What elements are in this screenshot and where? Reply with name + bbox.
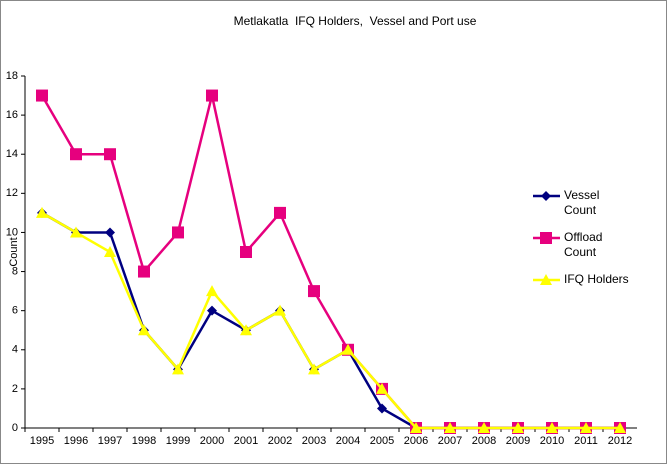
data-point xyxy=(377,403,387,414)
data-point xyxy=(240,324,252,336)
data-point xyxy=(376,382,388,394)
data-point xyxy=(580,422,592,433)
x-tick-label: 2009 xyxy=(506,435,530,447)
y-tick-label: 0 xyxy=(12,422,18,434)
x-tick-label: 2003 xyxy=(302,435,326,447)
data-point xyxy=(206,285,218,297)
x-tick-label: 2008 xyxy=(472,435,496,447)
legend-label: Offload Count xyxy=(564,230,603,259)
data-point xyxy=(36,206,48,218)
data-point xyxy=(138,265,150,278)
data-point xyxy=(172,363,184,375)
x-tick-label: 2002 xyxy=(268,435,292,447)
y-tick-label: 12 xyxy=(6,187,18,199)
x-tick-label: 2010 xyxy=(540,435,564,447)
y-tick-label: 10 xyxy=(6,226,18,238)
data-point xyxy=(172,226,184,239)
data-point xyxy=(207,305,217,316)
y-axis-label: Count xyxy=(8,237,20,266)
x-tick-label: 1998 xyxy=(132,435,156,447)
x-tick-label: 2007 xyxy=(438,435,462,447)
data-point xyxy=(138,324,150,336)
x-tick-label: 2011 xyxy=(574,435,598,447)
y-tick-label: 8 xyxy=(12,265,18,277)
x-tick-label: 2004 xyxy=(336,435,360,447)
x-tick-label: 1997 xyxy=(98,435,122,447)
x-tick-label: 1999 xyxy=(166,435,190,447)
legend-label: Vessel Count xyxy=(564,188,600,217)
data-point xyxy=(308,363,320,375)
x-tick-label: 2000 xyxy=(200,435,224,447)
x-tick-label: 2012 xyxy=(608,435,632,447)
x-tick-label: 1995 xyxy=(30,435,54,447)
legend-marker xyxy=(540,232,552,244)
y-tick-label: 16 xyxy=(6,109,18,121)
data-point xyxy=(105,227,115,238)
data-point xyxy=(104,148,116,161)
x-tick-label: 2005 xyxy=(370,435,394,447)
data-point xyxy=(70,226,82,238)
data-point xyxy=(444,422,456,433)
data-point xyxy=(240,246,252,258)
y-tick-label: 6 xyxy=(12,305,18,317)
x-tick-label: 2006 xyxy=(404,435,428,447)
data-point xyxy=(512,422,524,433)
data-point xyxy=(308,285,320,298)
x-tick-label: 1996 xyxy=(64,435,88,447)
y-tick-label: 4 xyxy=(12,344,18,356)
x-tick-label: 2001 xyxy=(234,435,258,447)
data-point xyxy=(36,89,48,102)
y-tick-label: 2 xyxy=(12,383,18,395)
data-point xyxy=(274,206,286,219)
data-point xyxy=(206,89,218,102)
chart-title: Metlakatla IFQ Holders, Vessel and Port … xyxy=(234,14,477,28)
data-point xyxy=(478,422,490,433)
data-point xyxy=(70,148,82,161)
legend-label: IFQ Holders xyxy=(564,272,629,286)
data-point xyxy=(546,422,558,433)
data-point xyxy=(104,246,116,257)
legend-marker xyxy=(541,191,551,201)
legend-marker xyxy=(540,274,552,285)
data-point xyxy=(410,422,422,433)
data-point xyxy=(614,422,626,433)
y-tick-label: 14 xyxy=(6,148,18,160)
y-tick-label: 18 xyxy=(6,70,18,82)
data-point xyxy=(342,343,354,355)
series-line xyxy=(41,211,620,430)
data-point xyxy=(274,304,286,316)
